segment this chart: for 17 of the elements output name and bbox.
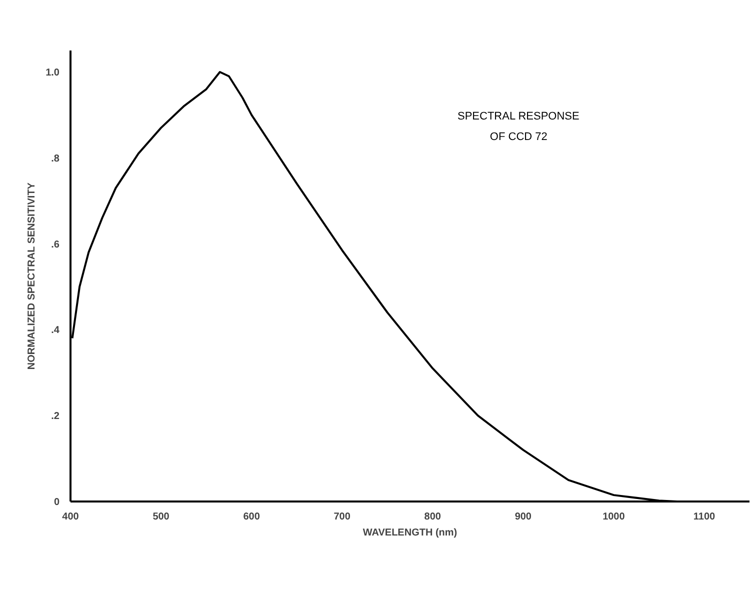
text: SPECTRAL RESPONSE OF CCD 72 <box>458 110 580 143</box>
x-tick-label: 600 <box>243 512 260 522</box>
x-tick-label: 1000 <box>602 512 626 522</box>
y-tick-label: .4 <box>51 325 60 336</box>
y-tick-label: .6 <box>51 239 60 250</box>
x-tick-label: 1100 <box>693 512 716 522</box>
y-tick-label: 0 <box>54 497 60 508</box>
y-tick-label: .2 <box>51 411 60 422</box>
y-tick-label: 1.0 <box>46 67 60 78</box>
x-tick-label: 700 <box>334 512 351 522</box>
x-tick-label: 800 <box>424 512 442 522</box>
x-axis-title: WAVELENGTH (nm) <box>362 528 458 538</box>
y-tick-label: .8 <box>51 153 60 164</box>
x-tick-label: 400 <box>62 512 80 522</box>
x-tick-label: 900 <box>514 512 532 522</box>
y-axis-title: NORMALIZED SPECTRAL SENSITIVITY <box>26 182 38 370</box>
x-tick-label: 500 <box>152 512 170 522</box>
